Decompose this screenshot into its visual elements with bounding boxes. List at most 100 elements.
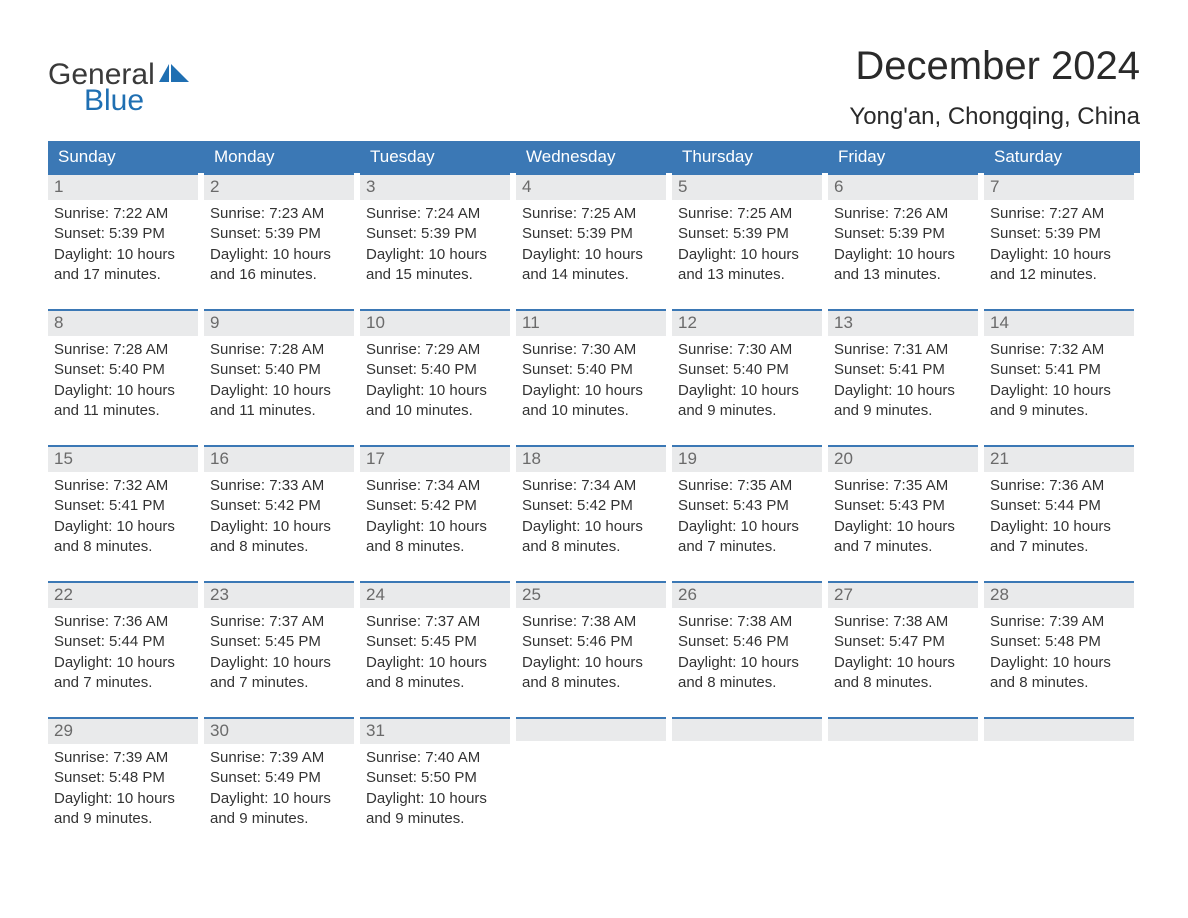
location: Yong'an, Chongqing, China bbox=[849, 103, 1140, 131]
day-cell: 1Sunrise: 7:22 AMSunset: 5:39 PMDaylight… bbox=[48, 173, 204, 285]
day-cell: 7Sunrise: 7:27 AMSunset: 5:39 PMDaylight… bbox=[984, 173, 1140, 285]
day-details: Sunrise: 7:30 AMSunset: 5:40 PMDaylight:… bbox=[672, 336, 822, 421]
day-number: 17 bbox=[360, 445, 510, 472]
sunset-line: Sunset: 5:41 PM bbox=[990, 360, 1128, 380]
sunrise-line: Sunrise: 7:40 AM bbox=[366, 748, 504, 768]
day-number: 8 bbox=[48, 309, 198, 336]
day-cell: 19Sunrise: 7:35 AMSunset: 5:43 PMDayligh… bbox=[672, 445, 828, 557]
day-cell: 27Sunrise: 7:38 AMSunset: 5:47 PMDayligh… bbox=[828, 581, 984, 693]
day-details: Sunrise: 7:27 AMSunset: 5:39 PMDaylight:… bbox=[984, 200, 1134, 285]
daylight-line: Daylight: 10 hours and 9 minutes. bbox=[54, 789, 192, 830]
week-row: 22Sunrise: 7:36 AMSunset: 5:44 PMDayligh… bbox=[48, 581, 1140, 693]
week-row: 8Sunrise: 7:28 AMSunset: 5:40 PMDaylight… bbox=[48, 309, 1140, 421]
brand-logo: General Blue bbox=[48, 44, 191, 118]
sunset-line: Sunset: 5:40 PM bbox=[366, 360, 504, 380]
weekday-header: Friday bbox=[828, 141, 984, 173]
day-number: 9 bbox=[204, 309, 354, 336]
daylight-line: Daylight: 10 hours and 13 minutes. bbox=[678, 245, 816, 286]
day-cell: 31 Sunrise: 7:40 AMSunset: 5:50 PMDayligh… bbox=[360, 717, 516, 829]
sunset-line: Sunset: 5:50 PM bbox=[366, 768, 504, 788]
sunset-line: Sunset: 5:42 PM bbox=[210, 496, 348, 516]
sunrise-line: Sunrise: 7:35 AM bbox=[834, 476, 972, 496]
daylight-line: Daylight: 10 hours and 11 minutes. bbox=[54, 381, 192, 422]
sunrise-line: Sunrise: 7:36 AM bbox=[54, 612, 192, 632]
day-cell: 24Sunrise: 7:37 AMSunset: 5:45 PMDayligh… bbox=[360, 581, 516, 693]
day-number: 2 bbox=[204, 173, 354, 200]
sunrise-line: Sunrise: 7:32 AM bbox=[990, 340, 1128, 360]
daylight-line: Daylight: 10 hours and 7 minutes. bbox=[678, 517, 816, 558]
day-cell: 22Sunrise: 7:36 AMSunset: 5:44 PMDayligh… bbox=[48, 581, 204, 693]
daylight-line: Daylight: 10 hours and 17 minutes. bbox=[54, 245, 192, 286]
header: General Blue December 2024 Yong'an, Chon… bbox=[48, 44, 1140, 133]
day-cell: 2Sunrise: 7:23 AMSunset: 5:39 PMDaylight… bbox=[204, 173, 360, 285]
day-details: Sunrise: 7:38 AMSunset: 5:47 PMDaylight:… bbox=[828, 608, 978, 693]
sunset-line: Sunset: 5:43 PM bbox=[678, 496, 816, 516]
week-row: 29Sunrise: 7:39 AMSunset: 5:48 PMDayligh… bbox=[48, 717, 1140, 829]
sunrise-line: Sunrise: 7:39 AM bbox=[210, 748, 348, 768]
weekday-header: Sunday bbox=[48, 141, 204, 173]
sunrise-line: Sunrise: 7:26 AM bbox=[834, 204, 972, 224]
day-cell: 25Sunrise: 7:38 AMSunset: 5:46 PMDayligh… bbox=[516, 581, 672, 693]
sunrise-line: Sunrise: 7:34 AM bbox=[366, 476, 504, 496]
day-number: 1 bbox=[48, 173, 198, 200]
day-details: Sunrise: 7:39 AMSunset: 5:48 PMDaylight:… bbox=[48, 744, 198, 829]
day-number: 14 bbox=[984, 309, 1134, 336]
day-number: 3 bbox=[360, 173, 510, 200]
day-number: 5 bbox=[672, 173, 822, 200]
daylight-line: Daylight: 10 hours and 8 minutes. bbox=[366, 517, 504, 558]
sunset-line: Sunset: 5:42 PM bbox=[366, 496, 504, 516]
calendar: Sunday Monday Tuesday Wednesday Thursday… bbox=[48, 141, 1140, 829]
day-number: 27 bbox=[828, 581, 978, 608]
day-cell bbox=[516, 717, 672, 829]
day-number: 18 bbox=[516, 445, 666, 472]
day-details: Sunrise: 7:30 AMSunset: 5:40 PMDaylight:… bbox=[516, 336, 666, 421]
day-cell: 17 Sunrise: 7:34 AMSunset: 5:42 PMDayligh… bbox=[360, 445, 516, 557]
day-number: 28 bbox=[984, 581, 1134, 608]
daylight-line: Daylight: 10 hours and 10 minutes. bbox=[366, 381, 504, 422]
day-number bbox=[516, 717, 666, 741]
day-cell: 20Sunrise: 7:35 AMSunset: 5:43 PMDayligh… bbox=[828, 445, 984, 557]
day-details: Sunrise: 7:33 AMSunset: 5:42 PMDaylight:… bbox=[204, 472, 354, 557]
weekday-header: Saturday bbox=[984, 141, 1140, 173]
sunset-line: Sunset: 5:46 PM bbox=[522, 632, 660, 652]
weekday-header: Monday bbox=[204, 141, 360, 173]
sunrise-line: Sunrise: 7:28 AM bbox=[210, 340, 348, 360]
day-number: 30 bbox=[204, 717, 354, 744]
day-cell: 3Sunrise: 7:24 AMSunset: 5:39 PMDaylight… bbox=[360, 173, 516, 285]
daylight-line: Daylight: 10 hours and 16 minutes. bbox=[210, 245, 348, 286]
sunset-line: Sunset: 5:47 PM bbox=[834, 632, 972, 652]
day-details: Sunrise: 7:39 AMSunset: 5:49 PMDaylight:… bbox=[204, 744, 354, 829]
day-number: 13 bbox=[828, 309, 978, 336]
day-number: 29 bbox=[48, 717, 198, 744]
sunrise-line: Sunrise: 7:39 AM bbox=[54, 748, 192, 768]
day-number: 31 bbox=[360, 717, 510, 744]
sunset-line: Sunset: 5:48 PM bbox=[54, 768, 192, 788]
day-cell: 30Sunrise: 7:39 AMSunset: 5:49 PMDayligh… bbox=[204, 717, 360, 829]
sunset-line: Sunset: 5:42 PM bbox=[522, 496, 660, 516]
day-cell: 13Sunrise: 7:31 AMSunset: 5:41 PMDayligh… bbox=[828, 309, 984, 421]
sunset-line: Sunset: 5:39 PM bbox=[210, 224, 348, 244]
daylight-line: Daylight: 10 hours and 8 minutes. bbox=[366, 653, 504, 694]
day-cell: 6Sunrise: 7:26 AMSunset: 5:39 PMDaylight… bbox=[828, 173, 984, 285]
day-details: Sunrise: 7:36 AMSunset: 5:44 PMDaylight:… bbox=[48, 608, 198, 693]
sunset-line: Sunset: 5:40 PM bbox=[210, 360, 348, 380]
daylight-line: Daylight: 10 hours and 7 minutes. bbox=[210, 653, 348, 694]
daylight-line: Daylight: 10 hours and 9 minutes. bbox=[366, 789, 504, 830]
day-cell: 18Sunrise: 7:34 AMSunset: 5:42 PMDayligh… bbox=[516, 445, 672, 557]
day-number: 12 bbox=[672, 309, 822, 336]
daylight-line: Daylight: 10 hours and 7 minutes. bbox=[54, 653, 192, 694]
day-number: 7 bbox=[984, 173, 1134, 200]
day-cell: 8Sunrise: 7:28 AMSunset: 5:40 PMDaylight… bbox=[48, 309, 204, 421]
day-cell: 4Sunrise: 7:25 AMSunset: 5:39 PMDaylight… bbox=[516, 173, 672, 285]
logo-text-blue: Blue bbox=[84, 84, 191, 118]
day-details: Sunrise: 7:38 AMSunset: 5:46 PMDaylight:… bbox=[516, 608, 666, 693]
day-number: 19 bbox=[672, 445, 822, 472]
sunset-line: Sunset: 5:46 PM bbox=[678, 632, 816, 652]
logo-flag-icon bbox=[159, 60, 191, 84]
day-number: 20 bbox=[828, 445, 978, 472]
daylight-line: Daylight: 10 hours and 8 minutes. bbox=[990, 653, 1128, 694]
day-number: 4 bbox=[516, 173, 666, 200]
sunrise-line: Sunrise: 7:39 AM bbox=[990, 612, 1128, 632]
sunset-line: Sunset: 5:45 PM bbox=[366, 632, 504, 652]
sunrise-line: Sunrise: 7:36 AM bbox=[990, 476, 1128, 496]
